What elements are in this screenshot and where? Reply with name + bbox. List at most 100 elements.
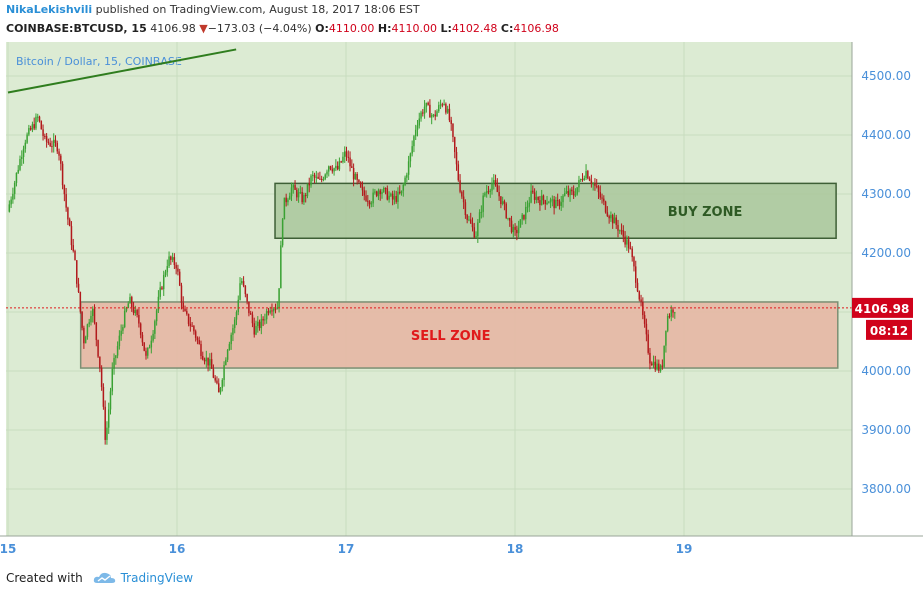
candle-body — [138, 314, 140, 324]
candle-body — [496, 185, 499, 193]
candle-body — [88, 322, 90, 325]
candle-body — [484, 193, 486, 196]
candle-body — [333, 168, 335, 172]
candle-body — [383, 187, 385, 192]
candle-body — [654, 361, 657, 370]
candle-body — [139, 323, 142, 335]
candle-body — [248, 301, 250, 314]
candle-body — [60, 155, 62, 164]
candle-body — [532, 190, 534, 193]
candle-body — [423, 106, 426, 114]
candle-body — [255, 326, 257, 335]
candle-body — [548, 202, 550, 204]
candle-body — [581, 179, 584, 181]
candle-body — [510, 220, 513, 233]
candle-body — [400, 190, 403, 194]
high-value: 4110.00 — [391, 22, 438, 35]
low-label: L: — [440, 22, 452, 35]
candle-body — [453, 137, 456, 153]
candle-body — [642, 301, 644, 316]
candle-body — [17, 169, 19, 173]
candle-body — [219, 387, 222, 393]
candle-body — [377, 190, 380, 196]
price-axis[interactable]: 3800.003900.004000.004100.004200.004300.… — [851, 42, 913, 536]
candle-body — [546, 202, 548, 205]
candle-body — [107, 409, 110, 428]
candle-body — [489, 190, 491, 192]
candle-body — [406, 174, 408, 178]
candle-body — [517, 227, 520, 234]
plot-area[interactable] — [6, 42, 852, 536]
candle-body — [613, 217, 616, 224]
candle-body — [109, 391, 112, 410]
candle-body — [540, 195, 543, 206]
candle-body — [549, 199, 552, 203]
candle-body — [173, 257, 176, 266]
candle-body — [258, 321, 261, 329]
candle-body — [45, 136, 48, 142]
candle-body — [93, 308, 96, 323]
candle-body — [148, 347, 151, 349]
candle-body — [345, 151, 348, 157]
candle-body — [519, 219, 522, 228]
candle-body — [560, 202, 562, 206]
candle-body — [228, 344, 231, 351]
candle-body — [216, 380, 218, 384]
candle-body — [516, 229, 518, 234]
candle-body — [636, 282, 639, 292]
candle-body — [67, 207, 69, 220]
candle-body — [551, 199, 554, 201]
candle-body — [292, 185, 295, 188]
candle-body — [65, 194, 67, 208]
candle-body — [555, 200, 557, 209]
candle-body — [478, 212, 481, 223]
candle-body — [10, 199, 12, 205]
candle-body — [72, 245, 74, 251]
candle-body — [395, 196, 397, 202]
candle-body — [514, 226, 516, 230]
candle-body — [239, 283, 241, 300]
candle-body — [583, 178, 586, 180]
candle-body — [257, 321, 259, 327]
candle-body — [469, 219, 472, 224]
author-link[interactable]: NikaLekishvili — [6, 3, 93, 16]
candle-body — [297, 192, 300, 198]
candle-body — [457, 164, 460, 181]
candle-body — [579, 179, 582, 181]
candle-body — [214, 377, 216, 381]
x-tick-label: 15 — [0, 542, 16, 556]
candle-body — [480, 211, 483, 213]
candle-body — [627, 239, 630, 249]
candle-body — [164, 272, 167, 275]
candle-body — [533, 192, 536, 200]
candle-body — [265, 311, 268, 320]
candle-body — [610, 215, 612, 219]
published-text: published on TradingView.com, August 18,… — [95, 3, 420, 16]
time-axis[interactable]: 15 16 17 18 19 — [0, 535, 923, 556]
candle-body — [368, 201, 371, 205]
candle-body — [35, 116, 37, 129]
candle-body — [606, 212, 609, 217]
candle-body — [328, 166, 330, 172]
candle-body — [68, 219, 71, 227]
candle-body — [649, 352, 651, 364]
candle-body — [24, 142, 27, 149]
candle-body — [253, 323, 255, 335]
price-chart[interactable]: Bitcoin / Dollar, 15, COINBASE BUY ZONE S… — [0, 0, 923, 560]
candle-body — [194, 331, 197, 338]
candle-body — [569, 189, 571, 196]
last-price-label: 4106.98 — [855, 302, 910, 316]
tradingview-brand-link[interactable]: TradingView — [120, 571, 194, 585]
candle-body — [251, 314, 254, 324]
candle-body — [166, 266, 169, 273]
open-label: O: — [315, 22, 329, 35]
candle-body — [326, 171, 328, 175]
candle-body — [28, 128, 30, 135]
candle-body — [154, 321, 156, 334]
candle-body — [58, 151, 60, 156]
candle-body — [237, 299, 240, 313]
candle-body — [281, 219, 284, 246]
x-tick-label: 19 — [676, 542, 693, 556]
candle-body — [13, 182, 16, 194]
candle-body — [200, 344, 202, 357]
